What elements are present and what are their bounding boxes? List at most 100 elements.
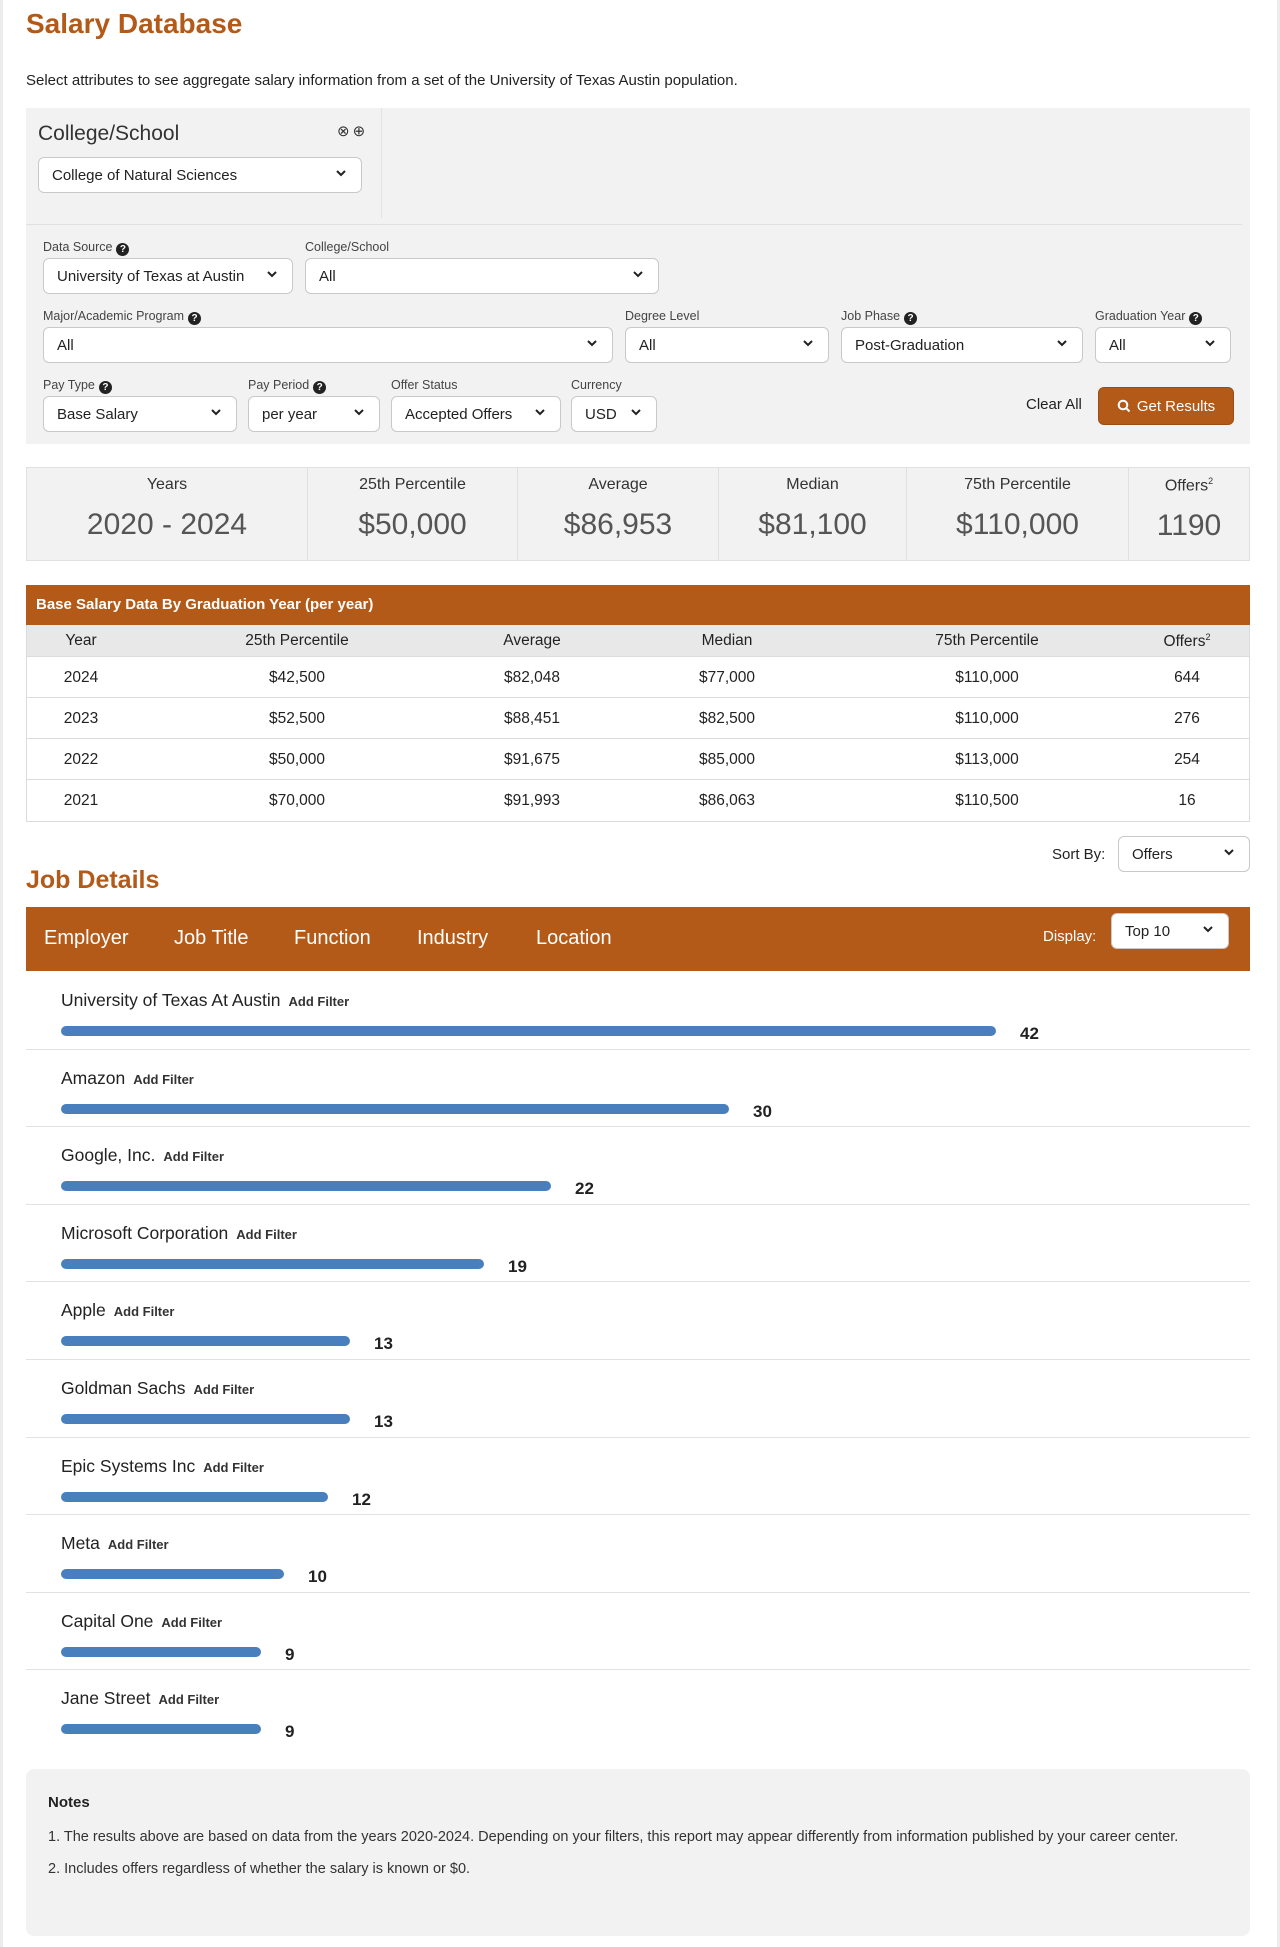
cell-year: 2022 (63, 751, 99, 768)
table-row: 2023 $52,500 $88,451 $82,500 $110,000 276 (27, 698, 1249, 739)
header-median: Median (701, 632, 753, 649)
help-icon[interactable]: ? (98, 381, 112, 394)
table-row: 2022 $50,000 $91,675 $85,000 $113,000 254 (27, 739, 1249, 780)
college-box-icons: ⊗⊕ (337, 122, 368, 140)
sort-by-select[interactable]: Offers (1118, 836, 1250, 872)
college-school-box: College/School ⊗⊕ College of Natural Sci… (26, 108, 382, 218)
chevron-down-icon (336, 170, 346, 177)
add-filter-link[interactable]: Add Filter (113, 1304, 175, 1320)
employer-name: Apple Add Filter (61, 1300, 174, 1321)
employer-count: 10 (308, 1567, 327, 1587)
cell-offers: 644 (1174, 669, 1200, 686)
tab-job-title[interactable]: Job Title (174, 927, 249, 949)
cell-offers: 254 (1174, 751, 1200, 768)
add-filter-link[interactable]: Add Filter (158, 1692, 220, 1708)
add-filter-link[interactable]: Add Filter (236, 1226, 297, 1242)
graduation-year-select[interactable]: All (1095, 327, 1231, 363)
add-filter-link[interactable]: Add Filter (163, 1149, 225, 1165)
add-filter-link[interactable]: Add Filter (288, 994, 350, 1009)
employer-row: University of Texas At Austin Add Filter 4… (26, 972, 1250, 1050)
sort-by-label: Sort By: (1052, 846, 1106, 863)
graduation-year-label: Graduation Year? (1095, 309, 1203, 325)
add-filter-link[interactable]: Add Filter (133, 1071, 194, 1087)
degree-level-value: All (639, 337, 656, 354)
table-title: Base Salary Data By Graduation Year (per… (26, 585, 1250, 625)
data-source-select[interactable]: University of Texas at Austin (43, 258, 293, 294)
cell-p25: $52,500 (268, 710, 326, 727)
tab-location[interactable]: Location (536, 927, 612, 949)
cell-avg: $82,048 (503, 669, 561, 686)
data-source-label: Data Source? (43, 240, 130, 256)
note-item: 2. Includes offers regardless of whether… (48, 1861, 471, 1877)
employer-row: Meta Add Filter 10 (26, 1515, 1250, 1593)
employer-name-text: Capital One (61, 1610, 154, 1631)
pay-type-select[interactable]: Base Salary (43, 396, 237, 432)
help-icon[interactable]: ? (904, 312, 918, 325)
chevron-down-icon (1205, 340, 1215, 347)
employer-name-text: Goldman Sachs (61, 1377, 186, 1398)
cell-p75: $110,000 (955, 669, 1019, 686)
chevron-down-icon (1203, 926, 1213, 933)
summary-offers: Offers2 1190 (1156, 476, 1222, 543)
employer-count-bar (61, 1258, 484, 1269)
chevron-down-icon (587, 340, 597, 347)
cell-offers: 276 (1174, 710, 1200, 727)
employer-count-bar (61, 1181, 551, 1192)
pay-period-select[interactable]: per year (248, 396, 380, 432)
employer-row: Microsoft Corporation Add Filter 19 (26, 1205, 1250, 1283)
salary-table: Year 25th Percentile Average Median 75th… (26, 625, 1250, 822)
chevron-down-icon (211, 409, 221, 416)
cell-median: $85,000 (698, 751, 756, 768)
job-phase-select[interactable]: Post-Graduation (841, 327, 1083, 363)
employer-count: 19 (508, 1256, 527, 1276)
header-year: Year (65, 632, 97, 649)
help-icon[interactable]: ? (188, 312, 202, 325)
cell-median: $82,500 (698, 710, 756, 727)
add-filter-link[interactable]: Add Filter (193, 1381, 255, 1397)
display-select[interactable]: Top 10 (1111, 913, 1229, 949)
search-icon (1117, 399, 1131, 413)
add-filter-link[interactable]: Add Filter (161, 1614, 223, 1630)
add-icon[interactable]: ⊕ (352, 123, 369, 140)
cell-median: $77,000 (698, 669, 756, 686)
help-icon[interactable]: ? (1189, 312, 1203, 325)
tab-function[interactable]: Function (294, 927, 371, 949)
job-details-tabbar: Employer Job Title Function Industry Loc… (26, 907, 1250, 971)
job-details-title: Job Details (26, 866, 160, 894)
help-icon[interactable]: ? (116, 243, 130, 256)
degree-level-label: Degree Level (625, 309, 700, 323)
employer-name: Meta Add Filter (61, 1533, 169, 1554)
currency-select[interactable]: USD (571, 396, 657, 432)
help-icon[interactable]: ? (313, 381, 327, 394)
college-select[interactable]: College of Natural Sciences (38, 157, 362, 193)
job-phase-value: Post-Graduation (855, 337, 965, 354)
header-75th: 75th Percentile (935, 632, 1039, 649)
employer-row: Goldman Sachs Add Filter 13 (26, 1360, 1250, 1438)
employer-count: 12 (352, 1489, 371, 1509)
tab-employer[interactable]: Employer (44, 927, 129, 949)
cell-year: 2021 (63, 792, 99, 809)
employer-count-bar (61, 1026, 996, 1036)
get-results-button[interactable]: Get Results (1098, 387, 1234, 425)
tab-industry[interactable]: Industry (417, 927, 489, 949)
header-offers: Offers2 (1163, 632, 1211, 651)
offer-status-select[interactable]: Accepted Offers (391, 396, 561, 432)
add-filter-link[interactable]: Add Filter (203, 1459, 264, 1475)
employer-name-text: Amazon (61, 1067, 126, 1088)
major-select[interactable]: All (43, 327, 613, 363)
employer-name: University of Texas At Austin Add Filter (61, 990, 349, 1011)
employer-row: Jane Street Add Filter 9 (26, 1670, 1250, 1748)
pay-period-label: Pay Period? (248, 378, 327, 394)
clear-all-button[interactable]: Clear All (1026, 396, 1082, 413)
employer-name-text: Microsoft Corporation (61, 1222, 229, 1243)
remove-icon[interactable]: ⊗ (337, 123, 353, 140)
cell-median: $86,063 (698, 792, 756, 809)
degree-level-select[interactable]: All (625, 327, 829, 363)
employer-name: Google, Inc. Add Filter (61, 1145, 224, 1166)
add-filter-link[interactable]: Add Filter (107, 1537, 169, 1553)
major-label: Major/Academic Program? (43, 309, 202, 325)
college-school-value: All (319, 268, 336, 285)
employer-name-text: Google, Inc. (61, 1145, 156, 1166)
employer-name: Capital One Add Filter (61, 1611, 222, 1632)
college-school-select[interactable]: All (305, 258, 659, 294)
